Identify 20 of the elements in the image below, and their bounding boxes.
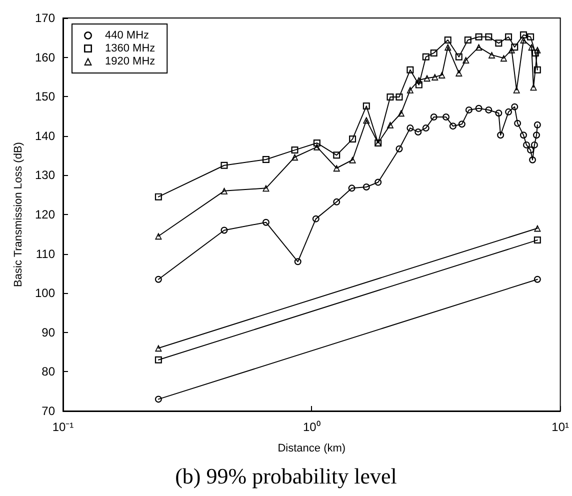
y-tick-label: 70 <box>42 404 56 418</box>
legend-label: 1360 MHz <box>105 42 156 54</box>
y-tick-label: 130 <box>34 168 56 182</box>
y-tick-label: 100 <box>34 286 56 300</box>
y-tick-label: 140 <box>34 128 56 143</box>
y-tick-label: 80 <box>42 364 56 379</box>
x-axis-title: Distance (km) <box>278 442 346 454</box>
y-tick-label: 150 <box>34 90 56 104</box>
y-tick-label: 90 <box>42 325 56 340</box>
x-tick-label: 10¹ <box>552 420 570 434</box>
y-tick-label: 160 <box>34 50 56 64</box>
y-tick-label: 110 <box>36 246 56 261</box>
legend-label: 1920 MHz <box>105 56 156 68</box>
legend-label: 440 MHz <box>105 30 150 42</box>
x-tick-label: 10⁻¹ <box>52 420 74 434</box>
y-tick-label: 170 <box>34 11 56 25</box>
text: (b) 99% probability level <box>175 464 397 488</box>
x-tick-label: 10⁰ <box>302 420 320 434</box>
y-tick-label: 120 <box>34 208 56 222</box>
y-axis-title: Basic Transmission Loss (dB) <box>12 142 25 287</box>
